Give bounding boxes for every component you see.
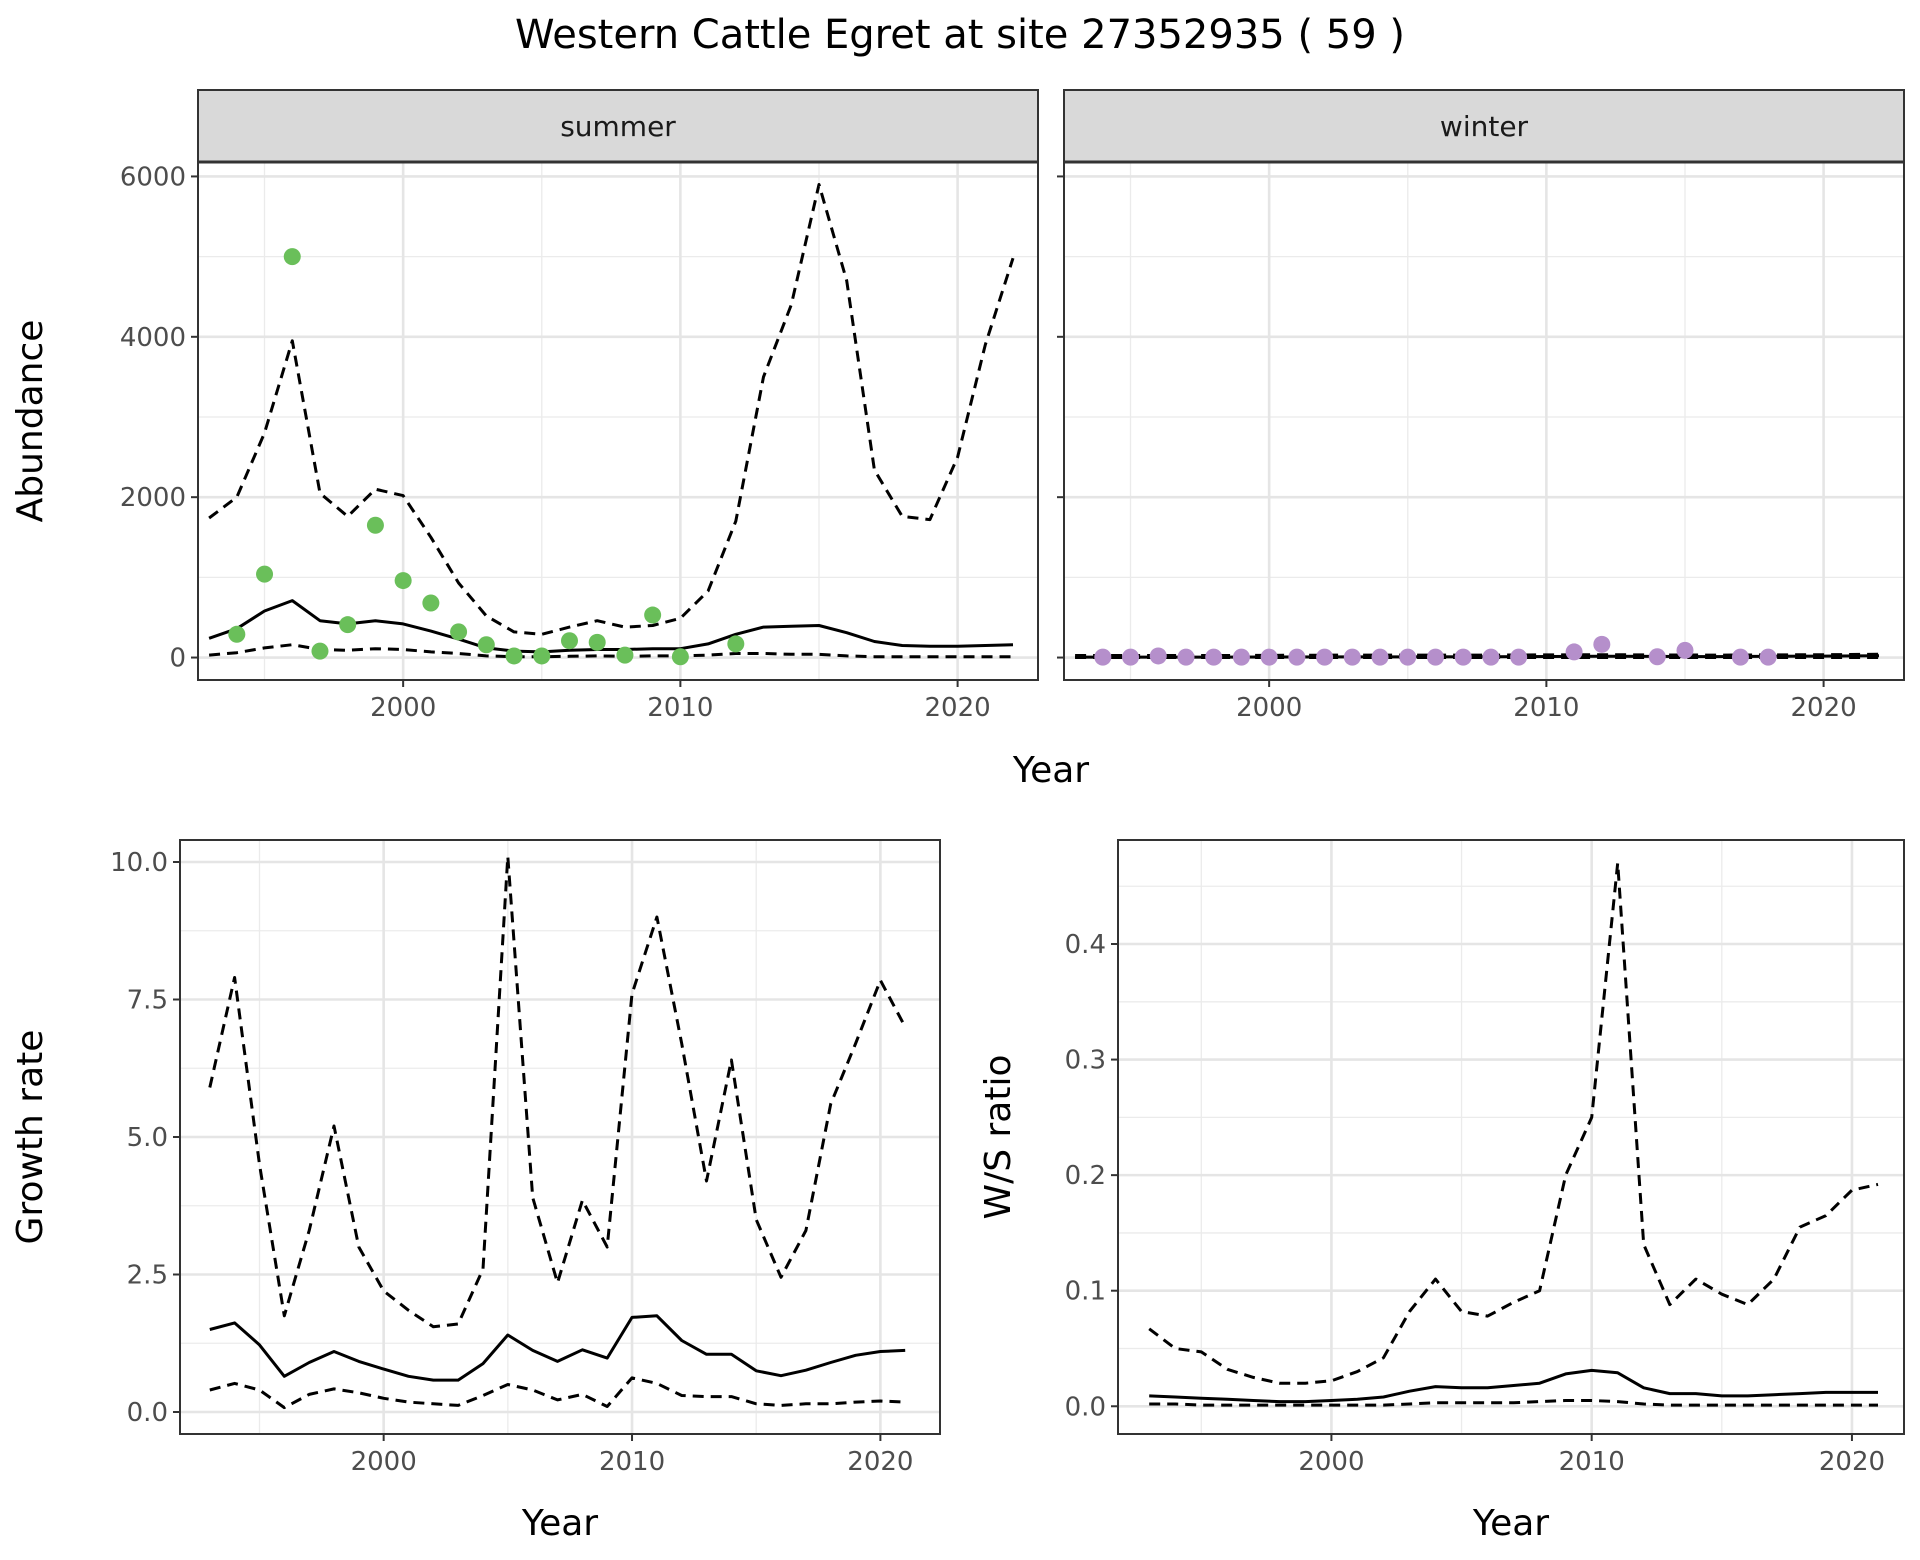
dashed-series-line bbox=[1075, 652, 1880, 657]
data-point bbox=[1343, 648, 1361, 666]
data-point bbox=[1482, 648, 1500, 666]
x-tick-label: 2010 bbox=[1559, 1447, 1625, 1477]
x-tick-label: 2000 bbox=[1298, 1447, 1364, 1477]
x-tick-label: 2000 bbox=[351, 1447, 417, 1477]
data-point bbox=[1122, 648, 1140, 666]
dashed-series-line bbox=[209, 1376, 906, 1410]
panel-winter: winter 2000 2010 2020 bbox=[1057, 89, 1905, 723]
data-point bbox=[560, 632, 578, 650]
dashed-series-line bbox=[208, 643, 1013, 659]
chart-title: Western Cattle Egret at site 27352935 ( … bbox=[515, 12, 1405, 58]
x-tick-label: 2010 bbox=[647, 693, 713, 723]
y-tick-label: 2000 bbox=[120, 483, 186, 513]
panels: summer 2000 2010 2020 0 2000 4000 6000 Abundance… bbox=[10, 89, 1905, 1544]
y-tick-label: 0.0 bbox=[1065, 1392, 1106, 1422]
dashed-series-line bbox=[208, 855, 907, 1329]
y-tick-label: 0 bbox=[169, 644, 186, 674]
panel-growth: 2000 2010 2020 0.0 2.5 5.0 7.5 10.0 Growth rate Y… bbox=[10, 839, 941, 1544]
data-point bbox=[477, 636, 495, 654]
panel-ws_ratio: 2000 2010 2020 0.0 0.1 0.2 0.3 0.4 W/S ratio Year bbox=[978, 839, 1905, 1544]
plot-background bbox=[1064, 162, 1904, 680]
y-axis-title: Abundance bbox=[10, 320, 51, 523]
x-tick-label: 2020 bbox=[925, 693, 991, 723]
data-point bbox=[1205, 648, 1223, 666]
data-point bbox=[1454, 648, 1472, 666]
data-point bbox=[311, 642, 329, 660]
plot-background bbox=[1118, 840, 1904, 1434]
data-point bbox=[1316, 648, 1334, 666]
data-point bbox=[1232, 648, 1250, 666]
data-point bbox=[1149, 647, 1167, 665]
x-axis-title: Year bbox=[1012, 750, 1089, 791]
plot-background bbox=[198, 162, 1038, 680]
data-point bbox=[256, 565, 274, 583]
x-tick-label: 2020 bbox=[1791, 693, 1857, 723]
x-tick-label: 2000 bbox=[370, 693, 436, 723]
data-point bbox=[422, 594, 440, 612]
panel-border bbox=[1117, 839, 1905, 1435]
data-point bbox=[1177, 648, 1195, 666]
data-point bbox=[1094, 648, 1112, 666]
x-tick-label: 2000 bbox=[1236, 693, 1302, 723]
data-point bbox=[450, 623, 468, 641]
data-point bbox=[1426, 648, 1444, 666]
y-tick-label: 7.5 bbox=[127, 986, 168, 1016]
data-point bbox=[533, 647, 551, 665]
data-point bbox=[1260, 648, 1278, 666]
data-point bbox=[1759, 648, 1777, 666]
data-point bbox=[505, 647, 523, 665]
data-point bbox=[1565, 643, 1583, 661]
facet-strip bbox=[197, 89, 1039, 163]
x-tick-label: 2010 bbox=[599, 1447, 665, 1477]
data-point bbox=[1593, 635, 1611, 653]
facet-strip-label: winter bbox=[1440, 110, 1529, 143]
solid-series-line bbox=[209, 1314, 906, 1382]
data-point bbox=[1510, 648, 1528, 666]
data-point bbox=[671, 648, 689, 666]
y-tick-label: 0.3 bbox=[1065, 1046, 1106, 1076]
y-tick-label: 10.0 bbox=[110, 848, 168, 878]
x-axis-title: Year bbox=[521, 1503, 598, 1544]
x-tick-label: 2020 bbox=[847, 1447, 913, 1477]
y-tick-label: 5.0 bbox=[127, 1123, 168, 1153]
data-point bbox=[1731, 648, 1749, 666]
y-tick-label: 0.0 bbox=[127, 1398, 168, 1428]
data-point bbox=[366, 516, 384, 534]
data-point bbox=[1648, 648, 1666, 666]
facet-strip-label: summer bbox=[560, 110, 676, 143]
solid-series-line bbox=[1149, 1368, 1878, 1404]
y-tick-label: 6000 bbox=[120, 162, 186, 192]
data-point bbox=[283, 248, 301, 266]
data-point bbox=[1371, 648, 1389, 666]
dashed-series-line bbox=[1149, 1399, 1878, 1407]
x-tick-label: 2010 bbox=[1513, 693, 1579, 723]
data-point bbox=[228, 625, 246, 643]
y-axis-title: Growth rate bbox=[10, 1030, 51, 1245]
y-tick-label: 0.1 bbox=[1065, 1277, 1106, 1307]
dashed-series-line bbox=[208, 183, 1015, 636]
y-tick-label: 2.5 bbox=[127, 1261, 168, 1291]
dashed-series-line bbox=[1148, 861, 1879, 1385]
y-tick-label: 0.4 bbox=[1065, 930, 1106, 960]
data-point bbox=[339, 616, 357, 634]
data-point bbox=[1676, 641, 1694, 659]
y-tick-label: 0.2 bbox=[1065, 1161, 1106, 1191]
data-point bbox=[394, 572, 412, 590]
data-point bbox=[616, 646, 634, 664]
panel-summer: summer 2000 2010 2020 0 2000 4000 6000 Abundance… bbox=[10, 89, 1089, 791]
data-point bbox=[1399, 648, 1417, 666]
data-point bbox=[644, 606, 662, 624]
y-axis-title: W/S ratio bbox=[978, 1054, 1019, 1219]
x-axis-title: Year bbox=[1472, 1503, 1549, 1544]
data-point bbox=[588, 633, 606, 651]
data-point bbox=[1288, 648, 1306, 666]
y-tick-label: 4000 bbox=[120, 323, 186, 353]
data-point bbox=[727, 635, 745, 653]
x-tick-label: 2020 bbox=[1819, 1447, 1885, 1477]
